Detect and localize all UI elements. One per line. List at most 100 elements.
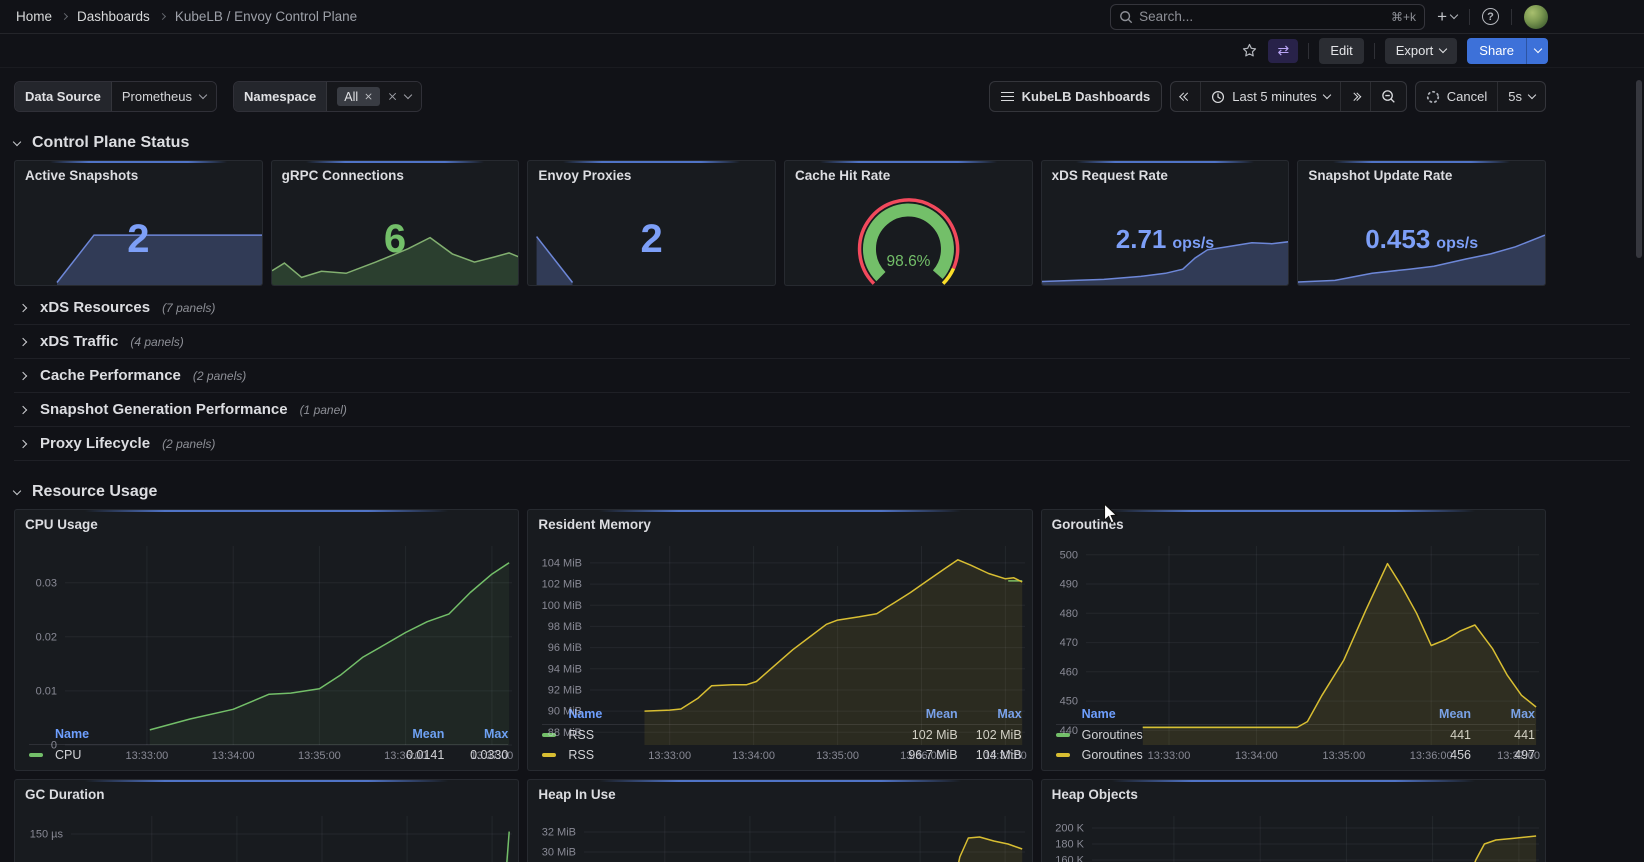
export-label: Export bbox=[1395, 43, 1434, 58]
time-range-picker[interactable]: Last 5 minutes bbox=[1200, 82, 1340, 111]
breadcrumb-current-dashboard: KubeLB / Envoy Control Plane bbox=[174, 9, 358, 24]
namespace-select[interactable]: All bbox=[326, 82, 422, 111]
legend-series-name[interactable]: Goroutines bbox=[1081, 728, 1143, 742]
stat-unit: ops/s bbox=[1172, 234, 1215, 252]
star-dashboard-button[interactable] bbox=[1241, 42, 1258, 59]
collapsed-section-panel-count: (2 panels) bbox=[162, 436, 216, 451]
panel-title[interactable]: Cache Hit Rate bbox=[795, 167, 891, 183]
stat-number: 2.71 bbox=[1115, 223, 1167, 254]
svg-text:480: 480 bbox=[1059, 608, 1077, 620]
legend-series-name[interactable]: Goroutines bbox=[1081, 748, 1143, 762]
collapsed-section-panel-count: (1 panel) bbox=[299, 402, 347, 417]
list-icon bbox=[1000, 92, 1014, 101]
legend-row[interactable]: Goroutines 456 497 bbox=[1042, 745, 1545, 765]
datasource-select[interactable]: Prometheus bbox=[110, 82, 216, 111]
legend-series-name[interactable]: CPU bbox=[55, 748, 82, 762]
stat-value: 2 bbox=[127, 216, 150, 261]
legend-series-name[interactable]: RSS bbox=[568, 748, 595, 762]
search-input[interactable] bbox=[1139, 9, 1386, 24]
svg-text:0.01: 0.01 bbox=[36, 685, 57, 697]
clear-selection-icon[interactable] bbox=[388, 92, 397, 101]
help-button[interactable]: ? bbox=[1482, 8, 1499, 25]
resource-usage-charts-row-2: GC Duration 150 µs Heap In Use 32 MiB 30 … bbox=[14, 779, 1546, 862]
stat-value: 2.71 ops/s bbox=[1116, 224, 1214, 255]
panel-title[interactable]: Snapshot Update Rate bbox=[1308, 167, 1453, 183]
chevron-down-icon bbox=[1322, 90, 1332, 100]
time-shift-back-button[interactable] bbox=[1171, 82, 1200, 111]
time-series-plot[interactable]: 32 MiB 30 MiB bbox=[528, 808, 1031, 862]
share-button[interactable]: Share bbox=[1467, 37, 1526, 64]
panel-title[interactable]: gRPC Connections bbox=[281, 167, 404, 183]
time-series-plot[interactable]: 150 µs bbox=[15, 808, 518, 862]
kubelb-dashboards-button[interactable]: KubeLB Dashboards bbox=[988, 81, 1163, 112]
search-box[interactable]: ⌘+k bbox=[1110, 3, 1426, 30]
share-menu-button[interactable] bbox=[1526, 37, 1548, 64]
collapsed-section-row[interactable]: Cache Performance (2 panels) bbox=[14, 359, 1630, 393]
collapsed-section-row[interactable]: xDS Traffic (4 panels) bbox=[14, 325, 1630, 359]
svg-text:13:33:00: 13:33:00 bbox=[649, 750, 692, 762]
stat-number: 0.453 bbox=[1365, 223, 1431, 254]
legend-row[interactable]: RSS 96.7 MiB 104 MiB bbox=[528, 745, 1031, 765]
datasource-variable: Data Source Prometheus bbox=[14, 81, 217, 112]
collapsed-section-row[interactable]: Snapshot Generation Performance (1 panel) bbox=[14, 393, 1630, 427]
scrollbar-thumb[interactable] bbox=[1636, 80, 1642, 258]
namespace-chip-label: All bbox=[344, 89, 359, 104]
zoom-out-time-button[interactable] bbox=[1369, 82, 1406, 111]
panel-title[interactable]: Heap In Use bbox=[538, 786, 616, 802]
help-icon: ? bbox=[1482, 8, 1499, 25]
datasource-value: Prometheus bbox=[121, 89, 192, 104]
panel-title[interactable]: Resident Memory bbox=[538, 516, 651, 532]
cancel-refresh-button[interactable]: Cancel bbox=[1416, 82, 1497, 111]
time-series-plot[interactable]: 13:33:00 13:34:00 13:35:00 13:36:00 13:37:00… bbox=[1042, 538, 1545, 762]
panel-title[interactable]: Envoy Proxies bbox=[538, 167, 632, 183]
panel-title[interactable]: Active Snapshots bbox=[25, 167, 139, 183]
refresh-interval-picker[interactable]: 5s bbox=[1497, 82, 1545, 111]
edit-button[interactable]: Edit bbox=[1319, 37, 1364, 64]
chevron-right-icon bbox=[158, 12, 166, 21]
legend-mean-value: 102 MiB bbox=[870, 728, 958, 742]
svg-text:94 MiB: 94 MiB bbox=[548, 663, 582, 675]
section-resource-usage[interactable]: Resource Usage bbox=[12, 483, 1630, 501]
legend-row[interactable]: RSS 102 MiB 102 MiB bbox=[528, 725, 1031, 745]
time-series-plot[interactable]: 200 K 180 K 160 K bbox=[1042, 808, 1545, 862]
legend-header: Name Mean Max bbox=[1081, 707, 1535, 721]
panel-title[interactable]: xDS Request Rate bbox=[1051, 167, 1168, 183]
namespace-chip[interactable]: All bbox=[337, 87, 381, 106]
time-series-plot[interactable]: 13:33:00 13:34:00 13:35:00 13:36:00 13:37:00… bbox=[528, 538, 1031, 762]
panel-title[interactable]: CPU Usage bbox=[25, 516, 98, 532]
breadcrumb-dashboards[interactable]: Dashboards bbox=[77, 9, 150, 24]
svg-text:0.02: 0.02 bbox=[36, 631, 57, 643]
time-range-label: Last 5 minutes bbox=[1232, 89, 1317, 104]
stats-row: Active Snapshots 2 gRPC Connections 6 En… bbox=[14, 160, 1546, 286]
sparkline bbox=[1298, 231, 1546, 285]
panel-xds-request-rate: xDS Request Rate 2.71 ops/s bbox=[1040, 160, 1290, 286]
chevron-right-icon bbox=[18, 337, 28, 346]
legend-row[interactable]: Goroutines 441 441 bbox=[1042, 725, 1545, 745]
svg-text:13:37:00: 13:37:00 bbox=[470, 750, 513, 762]
cancel-label: Cancel bbox=[1446, 89, 1488, 104]
gauge: 98.6% bbox=[785, 189, 1032, 285]
time-series-plot[interactable]: 13:33:00 13:34:00 13:35:00 13:36:00 13:37:00… bbox=[15, 538, 518, 762]
clock-icon bbox=[1212, 90, 1225, 103]
legend-row[interactable]: CPU 0.0141 0.0330 bbox=[15, 745, 518, 765]
add-new-button[interactable]: + bbox=[1437, 8, 1459, 25]
close-icon[interactable] bbox=[365, 93, 373, 101]
export-button[interactable]: Export bbox=[1384, 37, 1458, 64]
collapsed-section-row[interactable]: xDS Resources (7 panels) bbox=[14, 291, 1630, 325]
panel-title[interactable]: Heap Objects bbox=[1051, 786, 1138, 802]
section-control-plane-status[interactable]: Control Plane Status bbox=[12, 134, 1630, 152]
avatar[interactable] bbox=[1524, 4, 1548, 29]
panel-title[interactable]: Goroutines bbox=[1051, 516, 1124, 532]
top-navigation-bar: Home Dashboards KubeLB / Envoy Control P… bbox=[0, 0, 1644, 34]
panel-title[interactable]: GC Duration bbox=[25, 786, 105, 802]
svg-text:200 K: 200 K bbox=[1055, 823, 1084, 835]
search-shortcut: ⌘+k bbox=[1391, 9, 1417, 24]
collapsed-section-row[interactable]: Proxy Lifecycle (2 panels) bbox=[14, 427, 1630, 461]
time-shift-forward-button[interactable] bbox=[1339, 82, 1370, 111]
legend-series-name[interactable]: RSS bbox=[568, 728, 595, 742]
breadcrumb-home[interactable]: Home bbox=[16, 9, 53, 24]
toggle-panes-button[interactable]: ⇄ bbox=[1268, 38, 1299, 63]
collapsed-section-title: Proxy Lifecycle bbox=[40, 435, 151, 452]
svg-text:470: 470 bbox=[1059, 637, 1077, 649]
legend-mean-value: 456 bbox=[1450, 748, 1471, 762]
